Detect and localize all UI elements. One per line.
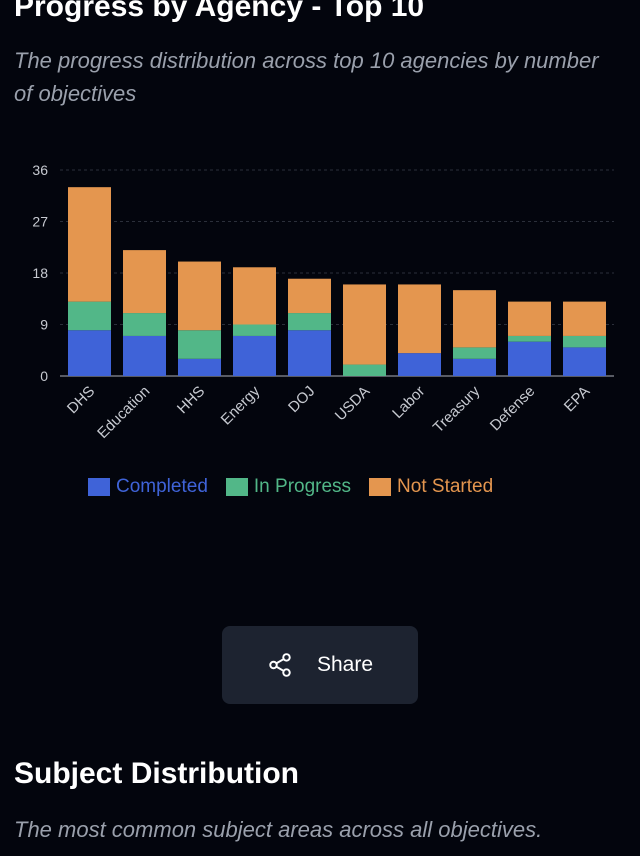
bar-segment-in-progress (233, 324, 276, 336)
share-button-label: Share (316, 653, 374, 676)
bar-segment-not-started (508, 301, 551, 336)
bar-segment-not-started (178, 261, 221, 331)
bar-segment-not-started (288, 278, 331, 314)
bar-segment-completed (508, 341, 551, 376)
x-tick-label: DOJ (285, 383, 318, 416)
bar-segment-completed (453, 358, 496, 376)
bar-segment-completed (68, 330, 111, 376)
y-tick-label: 27 (32, 214, 48, 230)
x-tick-label: HHS (174, 383, 208, 417)
bar-segment-in-progress (68, 301, 111, 331)
chart-legend: Completed In Progress Not Started (88, 476, 511, 498)
bar-segment-in-progress (123, 313, 166, 336)
legend-swatch (369, 478, 392, 496)
legend-swatch (88, 478, 110, 496)
bar-segment-not-started (343, 284, 386, 365)
x-tick-label: Treasury (430, 382, 484, 436)
x-tick-label: Defense (487, 383, 539, 435)
legend-swatch (225, 478, 248, 496)
legend-label: Not Started (397, 476, 494, 497)
legend-item: Completed (88, 476, 208, 498)
bar-segment-completed (563, 347, 606, 376)
chart-subtitle: The progress distribution across top 10 … (14, 48, 599, 106)
bar-segment-not-started (68, 187, 111, 302)
bar-segment-in-progress (343, 364, 386, 376)
bar-segment-in-progress (178, 330, 221, 359)
y-tick-label: 0 (40, 368, 48, 384)
share-button[interactable]: Share (222, 626, 418, 704)
y-tick-label: 9 (40, 317, 48, 333)
bar-segment-not-started (398, 284, 441, 354)
x-tick-label: Labor (389, 383, 428, 422)
bar-segment-in-progress (288, 313, 331, 331)
bar-segment-in-progress (563, 335, 606, 348)
legend-item: In Progress (225, 476, 352, 498)
bar-segment-not-started (233, 267, 276, 325)
bar-segment-completed (178, 358, 221, 376)
y-tick-label: 18 (32, 265, 48, 281)
bar-segment-completed (123, 335, 166, 376)
bar-segment-not-started (453, 290, 496, 348)
bar-segment-completed (233, 335, 276, 376)
x-tick-label: EPA (561, 383, 593, 415)
share-icon (269, 653, 291, 677)
x-tick-label: USDA (332, 383, 373, 424)
x-tick-label: DHS (64, 383, 98, 417)
bar-segment-in-progress (453, 347, 496, 359)
legend-label: In Progress (253, 476, 352, 497)
x-tick-label: Education (94, 383, 153, 442)
bar-segment-completed (398, 353, 441, 376)
bar-segment-not-started (123, 250, 166, 314)
section-subtitle: The most common subject areas across all… (14, 817, 543, 842)
bar-segment-completed (288, 330, 331, 376)
legend-item: Not Started (369, 476, 493, 498)
chart-title: Progress by Agency - Top 10 (14, 0, 425, 23)
x-tick-label: Energy (218, 382, 264, 428)
legend-label: Completed (116, 476, 208, 497)
bar-segment-not-started (563, 301, 606, 336)
y-tick-label: 36 (32, 162, 48, 178)
section-title: Subject Distribution (14, 757, 299, 790)
bar-segment-in-progress (508, 335, 551, 342)
